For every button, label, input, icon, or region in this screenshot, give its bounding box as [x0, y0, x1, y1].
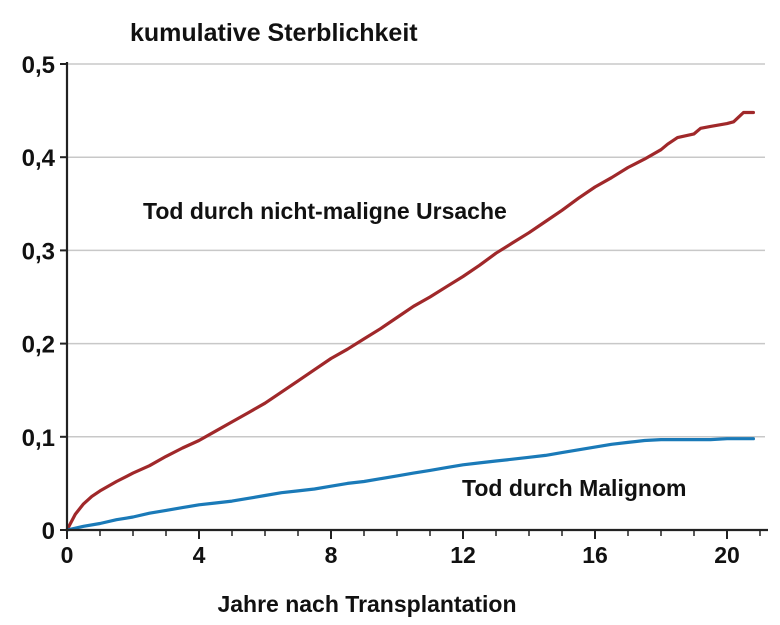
x-tick-label: 4: [193, 542, 206, 568]
chart-text: 0 0,1 0,2 0,3 0,4 0,5 0 4 8 12 16 20 kumulative Ster…: [22, 19, 740, 617]
x-tick-label: 8: [325, 542, 338, 568]
series-annotation-0: Tod durch nicht-maligne Ursache: [143, 198, 507, 224]
y-tick-label: 0,3: [22, 238, 55, 265]
x-tick-label: 16: [582, 542, 608, 568]
y-tick-label: 0,5: [22, 52, 55, 79]
series-annotation-1: Tod durch Malignom: [462, 475, 686, 501]
y-tick-label: 0,4: [22, 145, 56, 172]
series-line-1: [65, 437, 755, 532]
x-tick-label: 20: [714, 542, 740, 568]
x-tick-label: 0: [61, 542, 74, 568]
chart-title: kumulative Sterblichkeit: [130, 19, 418, 47]
y-tick-label: 0: [42, 518, 55, 545]
y-tick-label: 0,2: [22, 332, 55, 359]
x-axis-title: Jahre nach Transplantation: [217, 591, 516, 617]
y-tick-label: 0,1: [22, 425, 55, 452]
series-line-0: [65, 110, 755, 532]
axes: [60, 62, 768, 539]
series-lines: [65, 110, 755, 532]
gridlines: [67, 63, 765, 438]
x-tick-label: 12: [450, 542, 476, 568]
